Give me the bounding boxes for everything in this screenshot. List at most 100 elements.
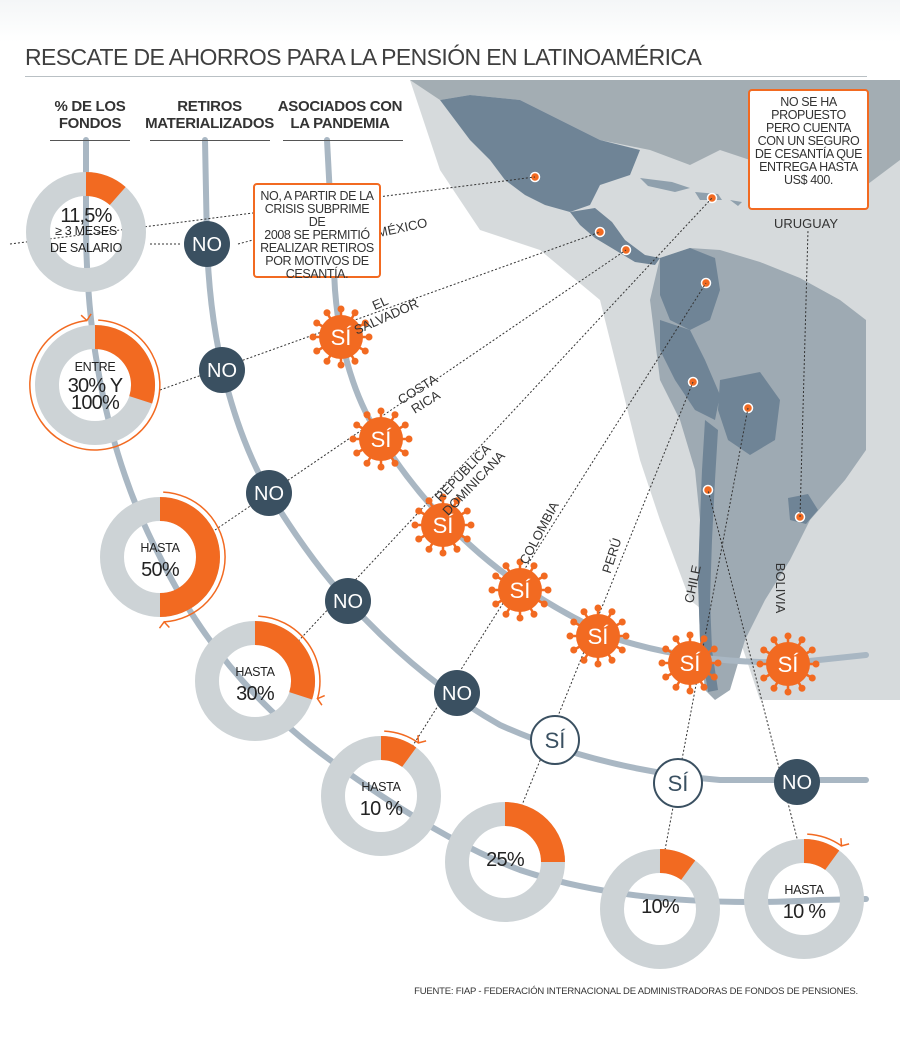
note-mexico-line: POR MOTIVOS DE: [265, 254, 369, 268]
donut-0: 11,5%≥ 3 MESES DE SALARIO: [26, 172, 146, 292]
marker-label: SÍ: [433, 513, 455, 538]
donut-arrowhead: [80, 313, 92, 322]
virus-icon: SÍ: [566, 604, 630, 668]
marker-label: NO: [442, 683, 472, 705]
column-header-pandemic-line2: LA PANDEMIA: [290, 115, 390, 132]
donut-label: 10%: [641, 896, 680, 918]
virus-spike-tip: [463, 535, 471, 543]
chile-shape: [698, 420, 718, 692]
donut-label: 11,5%: [60, 205, 112, 227]
donut-label: 50%: [141, 559, 180, 581]
country-label-line: COLOMBIA: [516, 499, 562, 567]
virus-spike-tip: [714, 659, 722, 667]
donut-label: HASTA: [140, 541, 180, 555]
virus-spike-tip: [463, 507, 471, 515]
withdrawal-si-marker: SÍ: [653, 758, 703, 808]
virus-spike-tip: [770, 636, 778, 644]
donut-label: 10 %: [360, 798, 403, 820]
virus-spike-tip: [415, 507, 423, 515]
donut-2: HASTA 50%: [100, 491, 226, 629]
virus-spike-tip: [439, 549, 447, 557]
virus-spike-tip: [530, 562, 538, 570]
marker-circle: [325, 578, 371, 624]
virus-spike-tip: [351, 309, 359, 317]
marker-label: SÍ: [371, 427, 393, 452]
peru-shape: [660, 320, 720, 420]
column-rule-withdrawals: [150, 140, 270, 141]
column-header-withdrawals-line2: MATERIALIZADOS: [145, 115, 274, 132]
country-label: MÉXICO: [375, 215, 428, 240]
donut-4: HASTA 10 %: [321, 730, 441, 856]
virus-spike-tip: [812, 660, 820, 668]
leader-line: [214, 249, 627, 531]
note-mexico-line: NO, A PARTIR DE LA: [260, 189, 374, 203]
country-dot: [702, 484, 714, 496]
marker-label: NO: [333, 591, 363, 613]
virus-spike-tip: [808, 646, 816, 654]
virus-spike-tip: [622, 632, 630, 640]
marker-circle: [653, 758, 703, 808]
virus-spike-tip: [672, 635, 680, 643]
withdrawal-no-marker: NO: [199, 347, 245, 393]
country-dot: [706, 192, 718, 204]
virus-spike-tip: [425, 545, 433, 553]
virus-spike-tip: [662, 645, 670, 653]
virus-spike-tip: [516, 614, 524, 622]
note-mexico-line: CESANTÍA.: [285, 267, 349, 281]
country-label: BOLIVIA: [773, 563, 788, 614]
note-uruguay: NO SE HA PROPUESTO PERO CUENTA CON UN SE…: [748, 89, 869, 210]
marker-circle: [774, 759, 820, 805]
virus-spike-tip: [686, 631, 694, 639]
virus-spike-tip: [453, 497, 461, 505]
header-band: [0, 0, 900, 42]
country-label-uruguay: URUGUAY: [774, 216, 838, 231]
virus-spike-tip: [365, 333, 373, 341]
donut-label: DE SALARIO: [50, 241, 123, 255]
virus-spike-tip: [710, 673, 718, 681]
virus-spike-tip: [570, 646, 578, 654]
status-markers: NO NO SÍ NO SÍ NO SÍ NO SÍ SÍ SÍ SÍ SÍ NO SÍ: [184, 221, 820, 808]
virus-icon: SÍ: [349, 407, 413, 471]
country-dots: [529, 171, 806, 523]
donut-label: ≥ 3 MESES: [55, 224, 117, 238]
donut-7: HASTA 10 %: [744, 833, 864, 959]
virus-spike-tip: [337, 361, 345, 369]
virus-spike-tip: [401, 449, 409, 457]
note-mexico-line: REALIZAR RETIROS: [260, 241, 374, 255]
virus-spike-tip: [594, 604, 602, 612]
marker-label: SÍ: [778, 652, 800, 677]
virus-spike-tip: [808, 674, 816, 682]
mexico-shape: [440, 95, 640, 212]
marker-label: NO: [207, 360, 237, 382]
virus-spike-tip: [618, 618, 626, 626]
donut-value-fill: [659, 849, 696, 881]
virus-spike-tip: [502, 610, 510, 618]
donut-label: 10 %: [783, 901, 826, 923]
column-header-pandemic-line1: ASOCIADOS CON: [277, 98, 403, 115]
virus-spike-tip: [502, 562, 510, 570]
marker-label: SÍ: [680, 651, 702, 676]
virus-spike-tip: [580, 656, 588, 664]
virus-spike-tip: [798, 636, 806, 644]
virus-spike-tip: [467, 521, 475, 529]
virus-spike-tip: [377, 407, 385, 415]
virus-spike-tip: [353, 421, 361, 429]
marker-circle: [184, 221, 230, 267]
donut-value-fill: [85, 172, 126, 206]
donut-range-arrow: [384, 730, 419, 744]
donut-range-arrow: [163, 491, 226, 623]
source-note: FUENTE: FIAP - FEDERACIÓN INTERNACIONAL …: [414, 986, 858, 997]
virus-spike-tip: [488, 586, 496, 594]
donut-value-fill: [803, 839, 840, 871]
note-mexico-line: 2008 SE PERMITIÓ: [264, 228, 370, 242]
virus-spike-tip: [492, 572, 500, 580]
donut-label: 25%: [486, 849, 525, 871]
virus-spike-tip: [618, 646, 626, 654]
donut-range-arrow: [258, 615, 321, 699]
note-uruguay-line: US$ 400.: [784, 173, 833, 187]
bolivia-shape: [718, 372, 780, 455]
virus-spike-tip: [439, 493, 447, 501]
map: [410, 80, 900, 700]
leader-line: [664, 407, 749, 851]
